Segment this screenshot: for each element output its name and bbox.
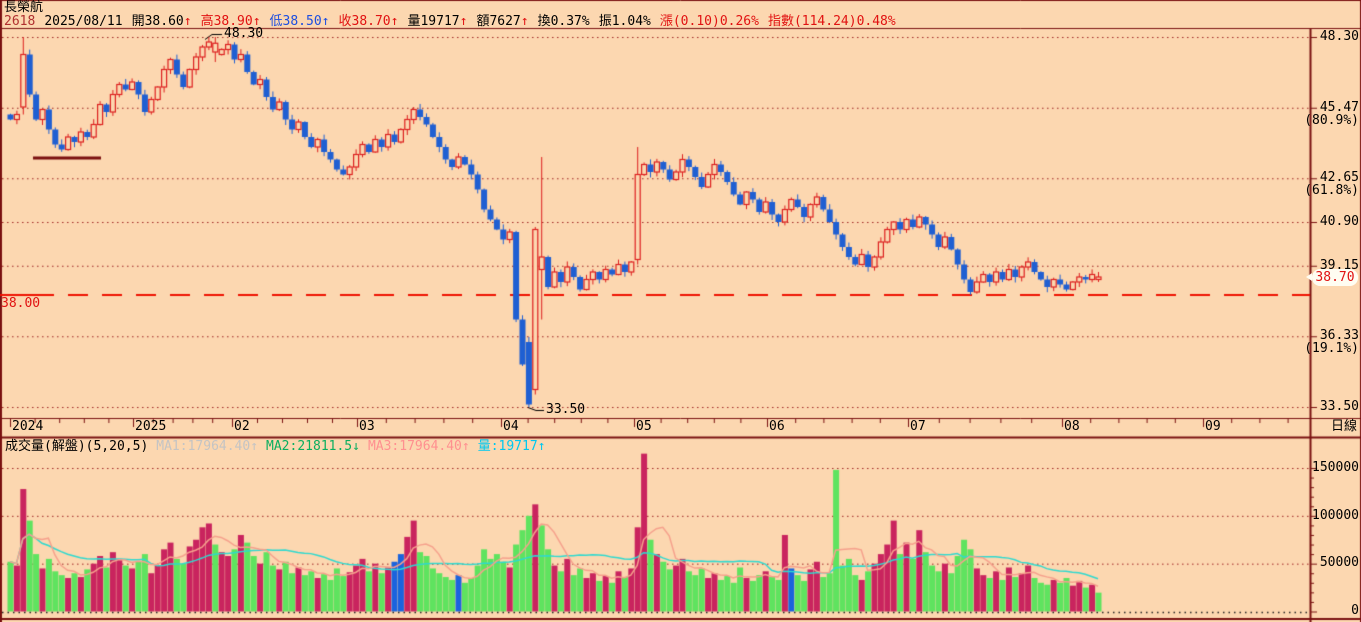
quote-field-group: 額7627↑ (476, 14, 528, 29)
quote-field-group: 高38.90↑ (201, 14, 261, 29)
price-axis-label: 48.30 (1319, 29, 1359, 44)
quote-field-group: 低38.50↑ (270, 14, 330, 29)
quote-field-segment: 收38.70↑ (338, 14, 399, 29)
price-axis-label: (61.8%) (1304, 183, 1359, 198)
price-axis-label: (19.1%) (1304, 341, 1359, 356)
quote-field-group: 開38.60↑ (132, 14, 192, 29)
price-axis-label: 33.50 (1319, 399, 1359, 414)
indicator-field-segment: 成交量(解盤)(5,20,5) (5, 439, 149, 454)
volume-axis-label: 50000 (1319, 555, 1359, 570)
quote-field-segment: 高38.90↑ (200, 14, 261, 29)
period-label: 日線 (1330, 419, 1357, 434)
month-label: 06 (769, 419, 785, 434)
quote-field-group: 2025/08/11 (44, 14, 122, 29)
alert-line-label: 38.00 (1, 296, 41, 311)
quote-field-segment: 指數(114.24)0.48% (767, 14, 896, 29)
quote-field-group: 指數(114.24)0.48% (768, 14, 896, 29)
month-label: 02 (234, 419, 250, 434)
low-annotation: 33.50 (546, 402, 586, 417)
quote-field-segment: ↑ (459, 14, 468, 29)
quote-field-group: 量19717↑ (407, 14, 467, 29)
quote-field-segment: 2025/08/11 (44, 14, 123, 29)
indicator-field-segment: 量:19717↑ (477, 439, 546, 454)
quote-info-bar: 2618 2025/08/11 開38.60↑ 高38.90↑ 低38.50↑ 收38.7… (4, 15, 905, 28)
month-label: 03 (359, 419, 375, 434)
price-axis-label: 39.15 (1319, 258, 1359, 273)
quote-field-group: 換0.37% (538, 14, 590, 29)
quote-field-segment: 額7627 (476, 14, 521, 29)
quote-field-segment: ↑ (183, 14, 192, 29)
quote-field-group: 漲(0.10)0.26% (660, 14, 759, 29)
quote-field-segment: 2618 (4, 14, 36, 29)
price-axis-label: 36.33 (1319, 328, 1359, 343)
price-axis-label: 40.90 (1319, 214, 1359, 229)
quote-field-segment: 量19717 (407, 14, 460, 29)
month-label: 05 (636, 419, 652, 434)
price-axis-label: 45.47 (1319, 100, 1359, 115)
month-label: 04 (503, 419, 519, 434)
indicator-field-segment: MA1:17964.40↑ (156, 439, 259, 454)
month-label: 09 (1205, 419, 1221, 434)
indicator-field-group: 成交量(解盤)(5,20,5) (5, 439, 148, 454)
month-label: 08 (1064, 419, 1080, 434)
quote-field-segment: 換0.37% (537, 14, 590, 29)
price-axis-label: 42.65 (1319, 170, 1359, 185)
high-annotation: 48.30 (224, 26, 264, 41)
stock-title: 長榮航 (4, 0, 44, 15)
indicator-field-segment: MA2:21811.5↓ (266, 439, 360, 454)
volume-axis-label: 100000 (1312, 508, 1359, 523)
indicator-field-group: MA3:17964.40↑ (368, 439, 470, 454)
indicator-field-group: 量:19717↑ (478, 439, 546, 454)
indicator-field-group: MA2:21811.5↓ (266, 439, 360, 454)
quote-field-group: 2618 (4, 14, 35, 29)
month-label: 2025 (135, 419, 167, 434)
volume-axis-label: 0 (1351, 603, 1359, 618)
quote-field-segment: ↑ (520, 14, 529, 29)
quote-field-segment: 開38.60 (131, 14, 184, 29)
month-label: 2024 (12, 419, 44, 434)
quote-field-group: 收38.70↑ (339, 14, 399, 29)
indicator-field-segment: MA3:17964.40↑ (367, 439, 470, 454)
quote-field-group: 振1.04% (599, 14, 651, 29)
volume-axis-label: 150000 (1312, 460, 1359, 475)
price-axis-label: (80.9%) (1304, 113, 1359, 128)
volume-indicator-bar: 成交量(解盤)(5,20,5) MA1:17964.40↑ MA2:21811.5↓… (5, 440, 554, 453)
quote-field-segment: 振1.04% (598, 14, 651, 29)
price-tag-pointer-icon (1306, 273, 1312, 281)
indicator-field-group: MA1:17964.40↑ (156, 439, 258, 454)
quote-field-segment: 低38.50↑ (269, 14, 330, 29)
month-label: 07 (910, 419, 926, 434)
last-price-tag: 38.70 (1306, 269, 1358, 286)
last-price-value: 38.70 (1315, 270, 1355, 285)
quote-field-segment: 漲(0.10)0.26% (659, 14, 759, 29)
